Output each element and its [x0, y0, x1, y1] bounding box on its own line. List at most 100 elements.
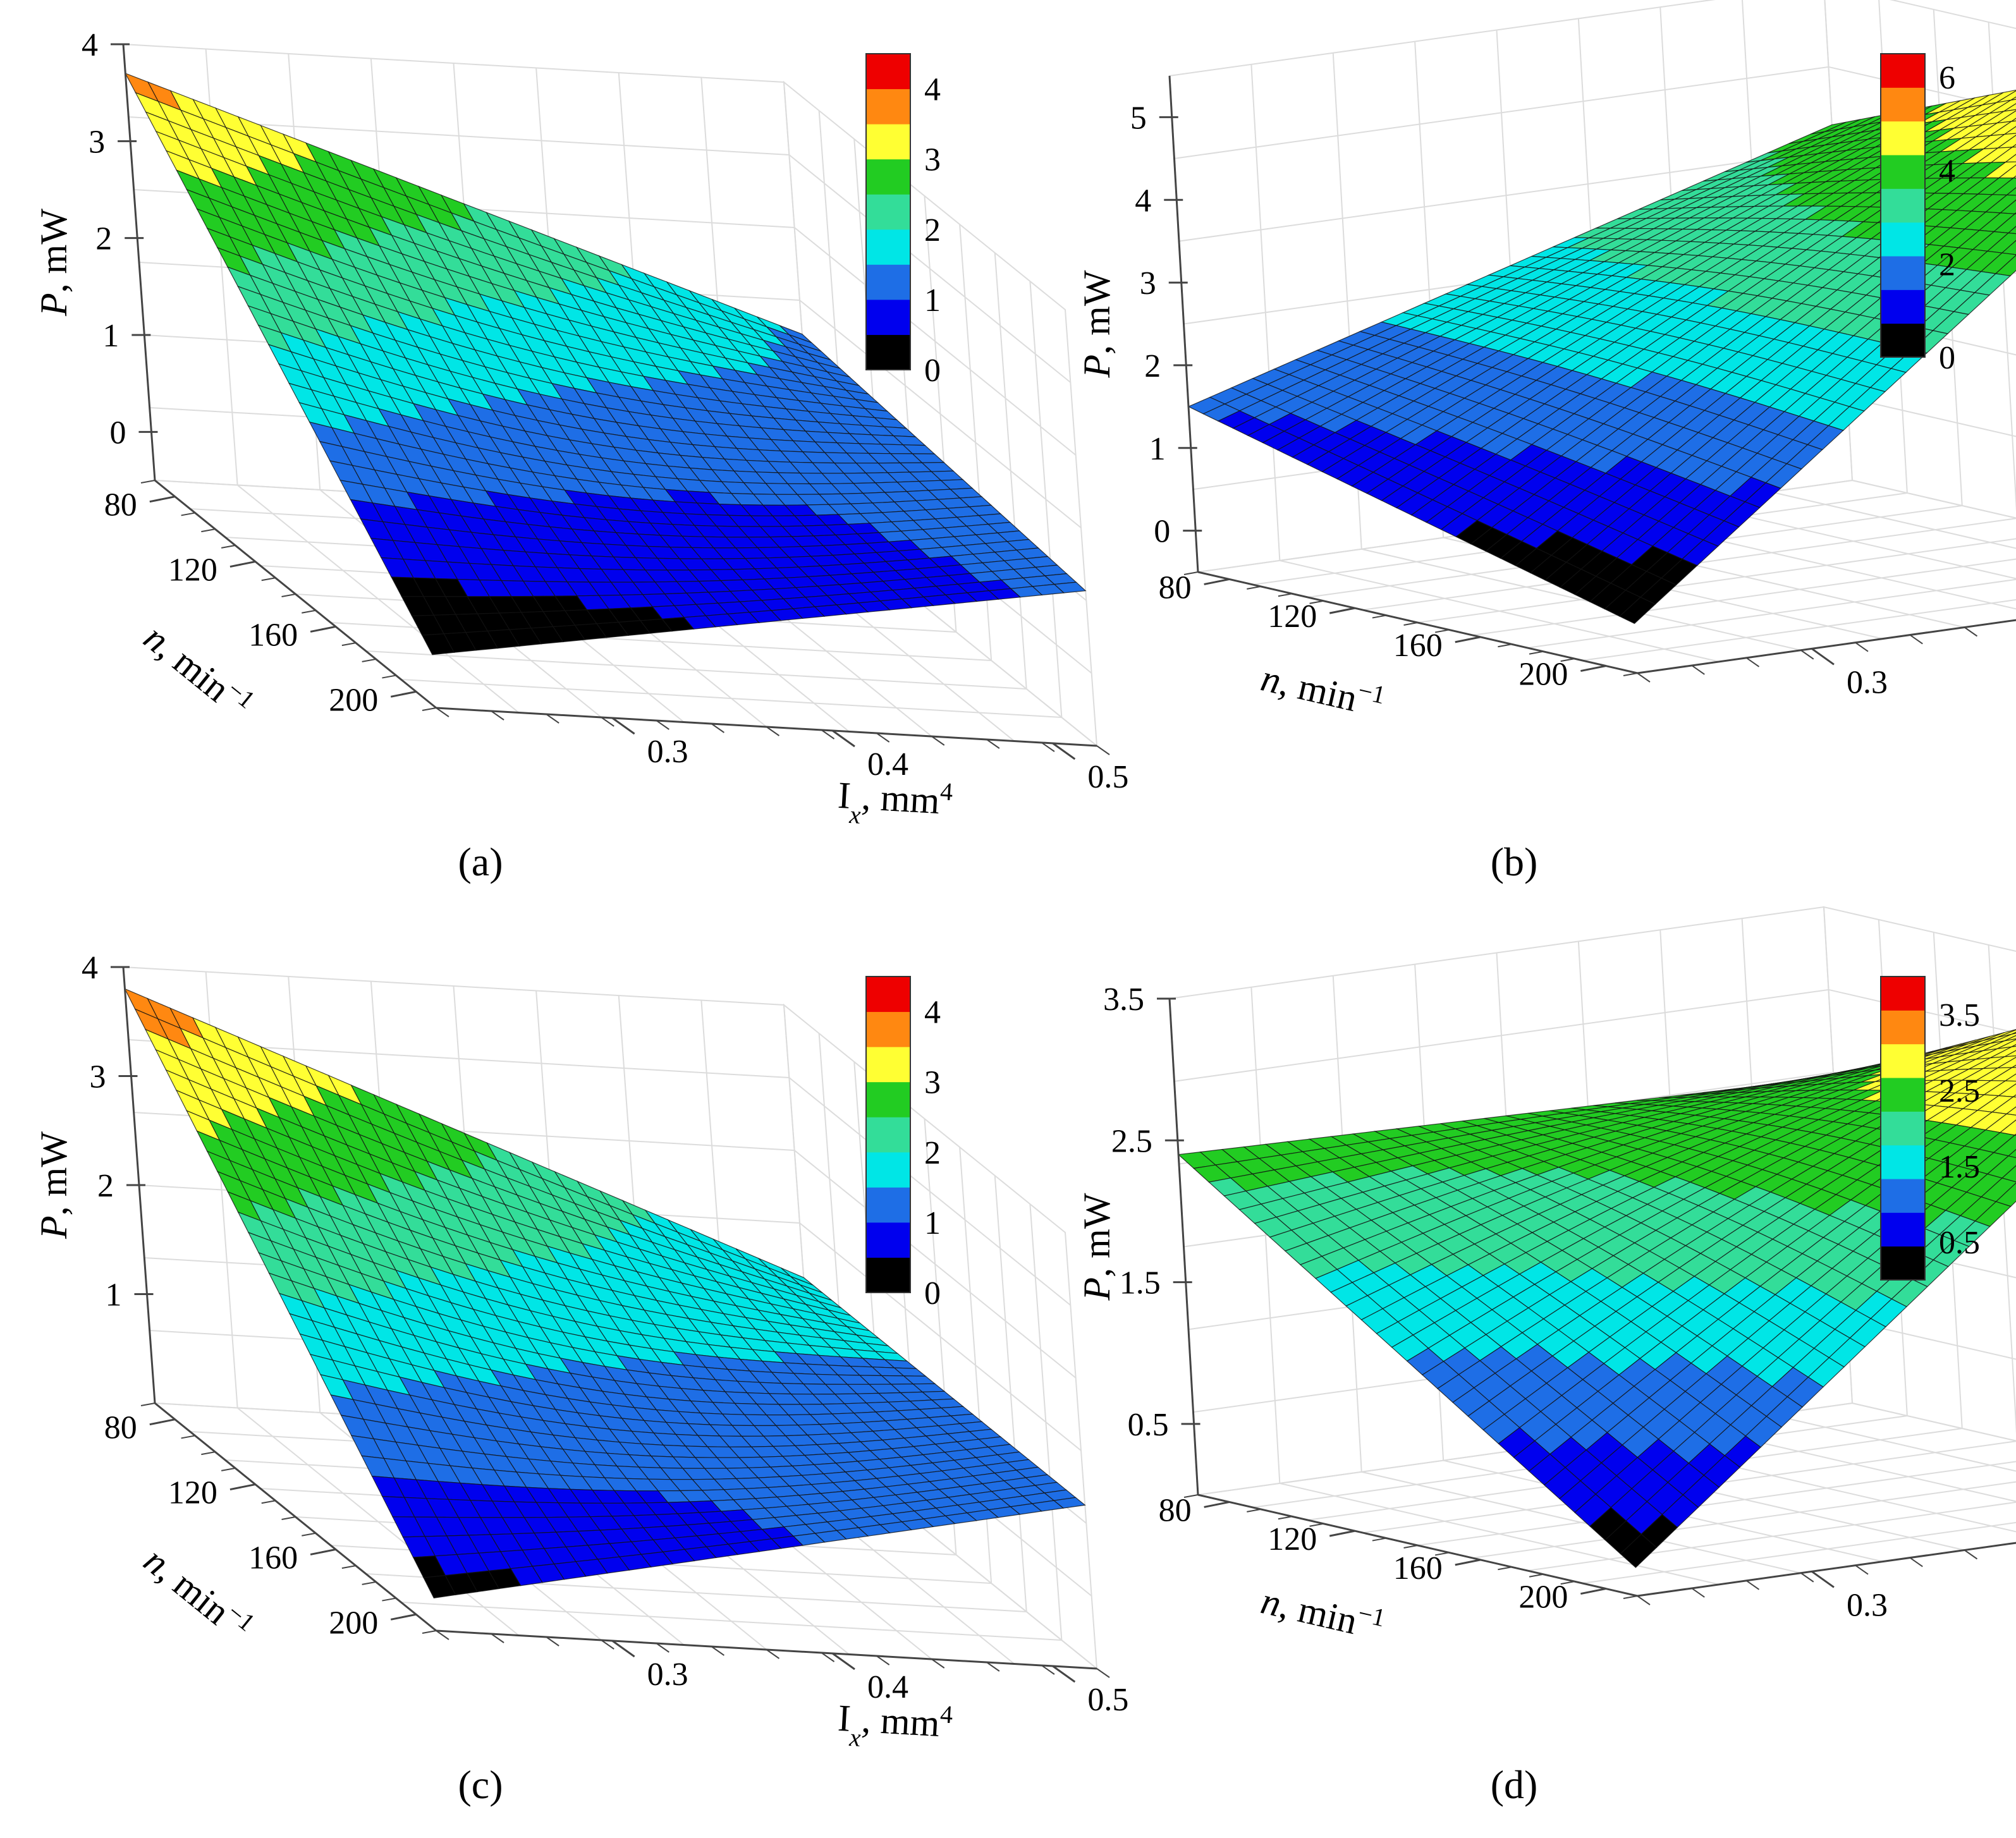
grid-line	[128, 116, 1071, 383]
n-minor-tick	[1592, 665, 1606, 669]
n-minor-tick	[1403, 1545, 1418, 1549]
n-minor-tick	[1278, 1516, 1293, 1520]
n-minor-tick	[1498, 1566, 1512, 1571]
surface	[125, 72, 1087, 655]
n-minor-tick	[161, 496, 175, 500]
surface-cell	[2007, 1148, 2016, 1159]
n-minor-tick	[402, 1614, 417, 1618]
n-minor-tick	[321, 1549, 336, 1553]
i-minor-tick	[876, 733, 890, 743]
n-minor-tick	[1466, 1559, 1481, 1563]
panel-caption-a: (a)	[458, 839, 503, 884]
i-minor-tick	[1041, 1665, 1055, 1675]
z-axis-line	[1168, 75, 1199, 573]
n-tick-label: 200	[329, 1605, 378, 1641]
colorbar: 0.5 1.5 2.5 3.5	[1880, 976, 1980, 1281]
i-tick-label: 0.4	[867, 1669, 908, 1705]
colorbar-tick-label: 0	[1939, 340, 1955, 376]
grid-line	[1582, 1521, 2016, 1584]
n-axis-label: n, min−1	[1257, 654, 1388, 726]
z-tick-label: 1	[102, 318, 119, 354]
z-tick-label: 2	[95, 221, 112, 257]
colorbar-tick-label: 6	[1939, 60, 1955, 96]
colorbar-swatch	[1881, 1145, 1925, 1179]
n-tick-label: 160	[1393, 628, 1443, 664]
colorbar-tick-label: 4	[924, 995, 941, 1031]
colorbar: 0 1 2 3 4	[865, 976, 941, 1312]
colorbar-tick-label: 3.5	[1939, 997, 1980, 1033]
n-minor-tick	[281, 593, 296, 597]
i-minor-tick	[876, 1655, 890, 1665]
z-tick-label: 0	[109, 415, 126, 451]
colorbar-swatch	[1881, 289, 1925, 324]
i-tick	[611, 717, 635, 735]
surface	[124, 988, 1086, 1598]
n-tick-label: 160	[1393, 1550, 1443, 1586]
n-axis-label: n, min−1	[136, 1537, 260, 1650]
z-tick-label: 1	[1149, 431, 1166, 467]
i-tick	[1811, 1571, 1835, 1588]
colorbar: 0 2 4 6	[1880, 53, 1955, 376]
i-minor-tick	[491, 1633, 504, 1643]
i-minor-tick	[1637, 673, 1651, 683]
colorbar-swatch	[1881, 1078, 1925, 1112]
grid-line	[1472, 1481, 2016, 1559]
colorbar-swatch	[1881, 1246, 1925, 1281]
i-minor-tick	[711, 723, 724, 733]
n-tick-label: 80	[1159, 569, 1192, 606]
n-minor-tick	[1592, 1588, 1606, 1592]
n-minor-tick	[261, 1500, 276, 1504]
n-minor-tick	[140, 480, 156, 484]
n-minor-tick	[422, 707, 437, 711]
n-minor-tick	[1434, 629, 1450, 633]
i-minor-tick	[546, 1636, 559, 1646]
n-minor-tick	[1341, 1530, 1355, 1535]
colorbar-swatch	[866, 334, 910, 370]
colorbar-tick-label: 4	[924, 72, 941, 108]
surface-cell	[2005, 187, 2016, 196]
z-tick-label: 0	[1154, 514, 1170, 550]
panel-caption-d: (d)	[1491, 1762, 1538, 1807]
colorbar-frame	[865, 976, 911, 1293]
i-minor-tick	[1909, 1557, 1923, 1567]
colorbar-swatch	[1881, 222, 1925, 257]
n-minor-tick	[362, 658, 376, 662]
colorbar-swatch	[1881, 323, 1925, 358]
colorbar-swatch	[1881, 87, 1925, 122]
colorbar-swatch	[866, 159, 910, 195]
n-minor-tick	[1623, 673, 1638, 676]
surface-cell	[2007, 226, 2016, 234]
n-tick-label: 80	[104, 1410, 137, 1446]
n-tick-label: 160	[248, 617, 298, 653]
i-minor-tick	[1909, 634, 1923, 645]
z-axis-line	[122, 44, 156, 481]
grid-line	[1527, 578, 2016, 648]
z-tick-label: 2	[97, 1168, 114, 1204]
n-minor-tick	[1247, 585, 1261, 590]
n-minor-tick	[1560, 658, 1575, 662]
n-minor-tick	[341, 642, 357, 647]
n-minor-tick	[1372, 1537, 1387, 1542]
i-tick	[1052, 742, 1076, 760]
z-tick-label: 1	[106, 1277, 122, 1313]
i-tick-label: 0.5	[1087, 1682, 1128, 1718]
colorbar-tick-label: 1	[924, 283, 941, 319]
colorbar-swatch	[1881, 256, 1925, 290]
panel-d: 0.5 1.5 2.5 3.5 P, mW 80 120 160 200 n, min−1 0.3 0…	[1076, 906, 2016, 1642]
grid-line	[1174, 66, 2016, 159]
i-minor-tick	[1855, 1564, 1869, 1575]
i-tick-label: 0.3	[1847, 1587, 1888, 1623]
i-minor-tick	[1745, 657, 1760, 667]
n-tick-label: 200	[1518, 657, 1568, 693]
n-minor-tick	[181, 1435, 195, 1439]
n-minor-tick	[362, 1581, 376, 1585]
surface-cell	[2010, 1064, 2016, 1068]
grid-line	[1770, 491, 2016, 549]
colorbar-swatch	[866, 1117, 910, 1153]
n-minor-tick	[1183, 1494, 1199, 1498]
colorbar-tick-label: 2	[924, 1135, 941, 1171]
i-tick-label: 0.3	[647, 1657, 688, 1693]
n-minor-tick	[1560, 1581, 1575, 1585]
